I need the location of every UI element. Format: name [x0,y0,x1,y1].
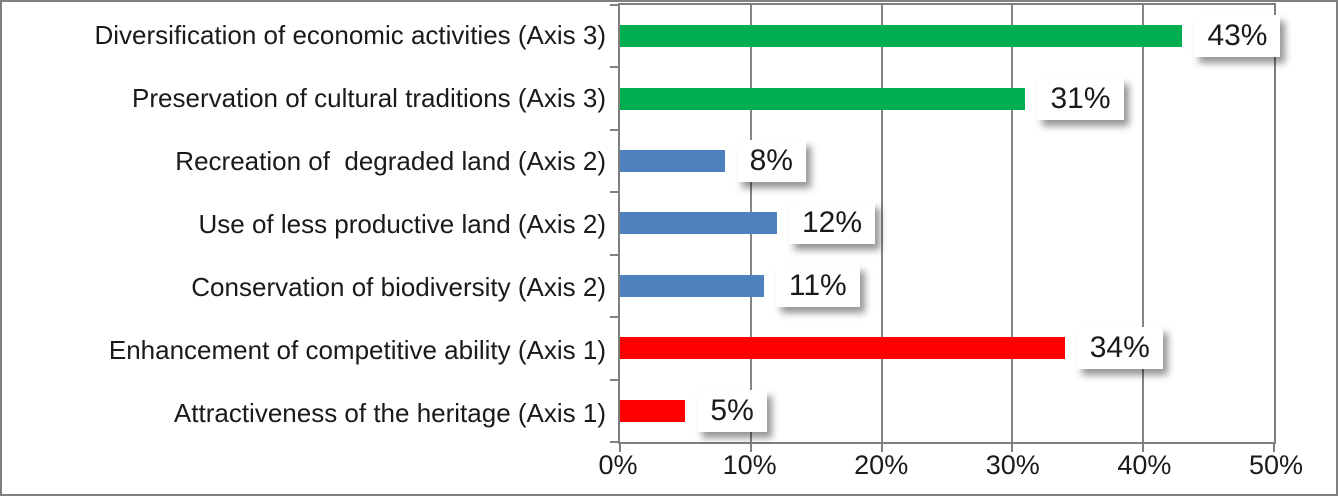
y-tick-mark [610,191,618,194]
bar [620,212,777,235]
bar [620,399,686,422]
bar-row: 11% [620,255,1274,317]
bar [620,150,725,173]
bar [620,274,764,297]
category-label: Conservation of biodiversity (Axis 2) [191,271,606,302]
y-tick-mark [610,316,618,319]
y-tick-mark [610,441,618,443]
x-tick-label: 30% [985,450,1040,480]
x-tick-label: 20% [854,450,909,480]
bar-row: 8% [620,130,1274,192]
category-row: Enhancement of competitive ability (Axis… [0,318,606,381]
value-label: 34% [1076,327,1163,370]
category-axis-labels: Diversification of economic activities (… [0,3,607,444]
category-label: Recreation of degraded land (Axis 2) [175,145,606,176]
x-tick-mark [619,444,621,452]
category-label: Use of less productive land (Axis 2) [198,208,606,239]
gridline [880,5,883,442]
bar [620,25,1183,48]
plot-area: 43% 31% 8% 12% 11% 34% 5% [610,3,1281,452]
x-tick-mark [880,444,883,452]
value-label: 12% [788,202,875,245]
bar-row: 43% [620,5,1281,67]
gridline [1011,5,1014,442]
value-label: 5% [697,389,767,432]
bar-row: 5% [620,380,1274,442]
category-row: Use of less productive land (Axis 2) [0,192,606,255]
bar [620,337,1065,360]
y-tick-mark [610,378,618,381]
bar-row: 12% [620,192,1274,254]
category-label: Preservation of cultural traditions (Axi… [132,82,606,113]
bar-row: 31% [620,67,1274,129]
y-tick-mark [610,253,618,256]
x-tick-mark [1011,444,1014,452]
category-row: Diversification of economic activities (… [0,3,607,66]
x-tick-label: 50% [1248,450,1304,480]
category-label: Enhancement of competitive ability (Axis… [108,334,606,365]
category-row: Conservation of biodiversity (Axis 2) [0,255,606,318]
category-row: Recreation of degraded land (Axis 2) [0,129,606,192]
value-label: 43% [1194,15,1281,58]
x-tick-mark [1273,444,1275,452]
y-tick-mark [610,66,618,69]
category-label: Diversification of economic activities (… [94,19,607,50]
x-axis-labels: 0% 10% 20% 30% 40% 50% [598,448,1303,488]
value-label: 8% [736,140,806,183]
gridline [1142,5,1145,442]
bar [620,87,1026,110]
x-tick-mark [1142,444,1145,452]
x-tick-label: 10% [722,450,777,480]
category-row: Preservation of cultural traditions (Axi… [0,66,606,129]
value-label: 11% [775,264,860,307]
y-tick-mark [610,128,618,131]
x-tick-label: 40% [1117,450,1172,480]
x-tick-label: 0% [598,450,638,480]
category-row: Attractiveness of the heritage (Axis 1) [0,381,606,444]
bars-layer: 43% 31% 8% 12% 11% 34% 5% [620,5,1281,442]
category-label: Attractiveness of the heritage (Axis 1) [173,397,606,428]
y-tick-mark [610,4,618,6]
bar-row: 34% [620,317,1274,379]
value-label: 31% [1037,77,1124,120]
x-tick-mark [749,444,752,452]
